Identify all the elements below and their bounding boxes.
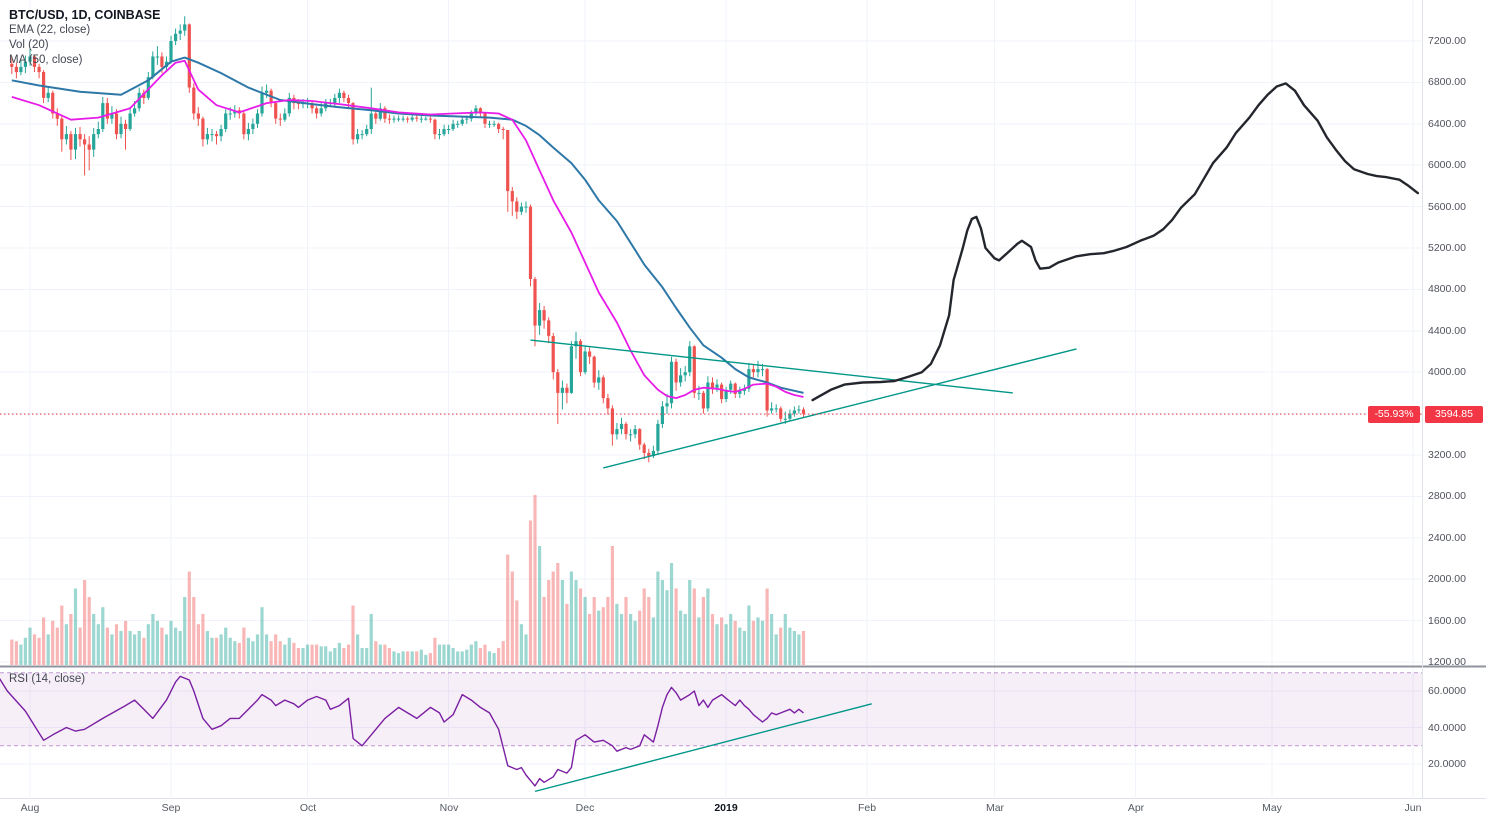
price-axis-label: 7200.00 xyxy=(1428,35,1466,47)
price-axis-label: 5200.00 xyxy=(1428,242,1466,254)
time-axis-label-aug: Aug xyxy=(20,802,40,814)
change-percent-badge: -55.93% xyxy=(1368,406,1420,423)
legend-ma[interactable]: MA (50, close) xyxy=(9,54,83,66)
time-axis-label-nov: Nov xyxy=(439,802,459,814)
price-axis-label: 2000.00 xyxy=(1428,573,1466,585)
projection-drawing[interactable] xyxy=(811,82,1419,402)
time-axis-label-may: May xyxy=(1262,802,1282,814)
time-axis-label-sep: Sep xyxy=(161,802,181,814)
candles xyxy=(10,16,806,463)
grid-lines xyxy=(0,0,1422,797)
price-axis-label: 1200.00 xyxy=(1428,656,1466,668)
moving-averages xyxy=(11,56,804,399)
time-axis-label-jun: Jun xyxy=(1404,802,1422,814)
legend-rsi[interactable]: RSI (14, close) xyxy=(9,673,86,685)
time-axis-label-oct: Oct xyxy=(299,802,317,814)
trendline-drawings[interactable] xyxy=(530,339,1077,469)
pane-separators xyxy=(0,0,1486,799)
price-axis-label: 4800.00 xyxy=(1428,283,1466,295)
rsi-pane xyxy=(0,672,1422,793)
rsi-axis-label: 40.0000 xyxy=(1428,722,1466,734)
price-axis-label: 2800.00 xyxy=(1428,490,1466,502)
price-axis-label: 4400.00 xyxy=(1428,325,1466,337)
time-axis-label-dec: Dec xyxy=(575,802,595,814)
price-axis-label: 4000.00 xyxy=(1428,366,1466,378)
main-chart-legend: BTC/USD, 1D, COINBASE EMA (22, close) Vo… xyxy=(9,7,160,68)
price-axis-label: 6800.00 xyxy=(1428,76,1466,88)
time-axis[interactable]: Aug Sep Oct Nov Dec 2019 Feb Mar Apr May Jun xyxy=(0,798,1422,818)
price-axis-label: 1600.00 xyxy=(1428,615,1466,627)
price-axis-label: 5600.00 xyxy=(1428,201,1466,213)
price-axis-label: 2400.00 xyxy=(1428,532,1466,544)
last-price-badge: 3594.85 xyxy=(1425,406,1483,423)
time-axis-label-feb: Feb xyxy=(857,802,877,814)
legend-ema[interactable]: EMA (22, close) xyxy=(9,24,91,36)
price-axis-label: 6000.00 xyxy=(1428,159,1466,171)
time-axis-label-2019: 2019 xyxy=(714,802,738,814)
time-axis-label-mar: Mar xyxy=(985,802,1005,814)
rsi-pane-legend: RSI (14, close) xyxy=(9,672,85,686)
rsi-axis-label: 60.0000 xyxy=(1428,685,1466,697)
rsi-axis-label: 20.0000 xyxy=(1428,758,1466,770)
volume-bars xyxy=(10,495,806,665)
symbol-title[interactable]: BTC/USD, 1D, COINBASE xyxy=(9,8,161,22)
time-axis-label-apr: Apr xyxy=(1127,802,1145,814)
price-axis-label: 3200.00 xyxy=(1428,449,1466,461)
price-axis[interactable]: 7200.00 6800.00 6400.00 6000.00 5600.00 5200.… xyxy=(1423,0,1486,798)
legend-volume[interactable]: Vol (20) xyxy=(9,39,49,51)
price-axis-label: 6400.00 xyxy=(1428,118,1466,130)
